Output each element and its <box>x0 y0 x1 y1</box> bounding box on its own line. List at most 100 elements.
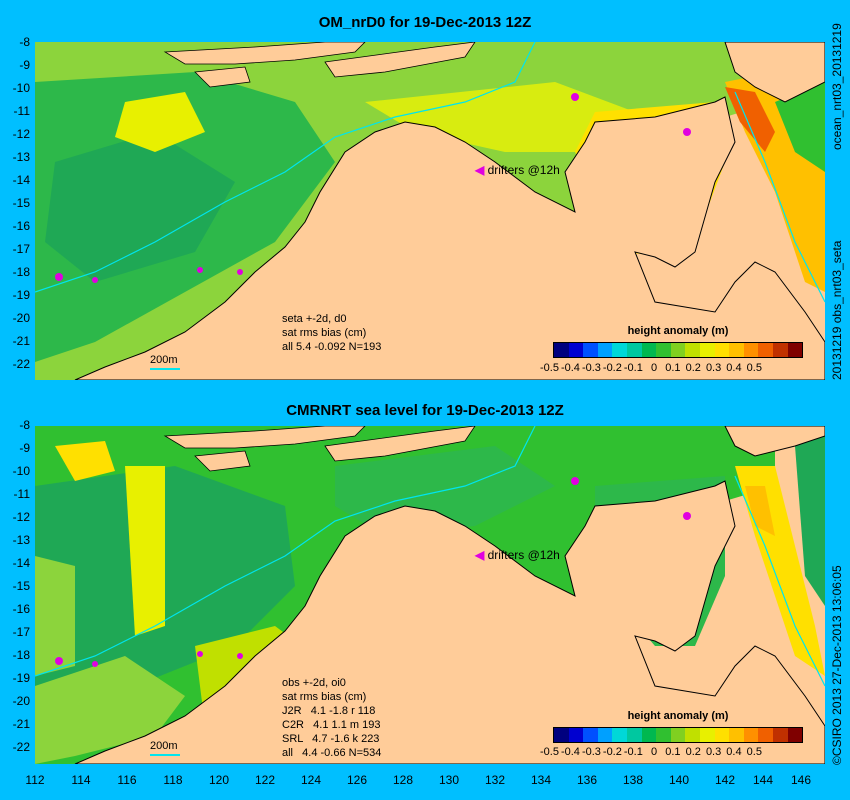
y-tick: -15 <box>12 196 30 210</box>
x-tick: 124 <box>300 773 322 787</box>
y-tick: -20 <box>12 694 30 708</box>
cb-tick: -0.4 <box>560 362 580 374</box>
cb-tick: 0.4 <box>726 746 742 758</box>
cb-tick: -0.2 <box>602 746 622 758</box>
colorbar-segment <box>641 728 657 742</box>
colorbar-segment <box>772 728 788 742</box>
cb-tick: -0.5 <box>540 746 559 758</box>
y-tick: -15 <box>12 579 30 593</box>
colorbar-segment <box>758 728 773 742</box>
cb-tick: 0.2 <box>685 362 701 374</box>
x-tick: 118 <box>163 773 183 787</box>
cb-tick: 0.4 <box>726 362 742 374</box>
note-line: sat rms bias (cm) <box>282 691 367 703</box>
cb-tick: -0.1 <box>623 362 643 374</box>
cb-tick: 0.5 <box>746 746 762 758</box>
cb-tick: -0.5 <box>540 362 559 374</box>
colorbar-segment <box>641 343 657 357</box>
colorbar-segment <box>685 728 700 742</box>
x-tick: 140 <box>668 773 690 787</box>
y-tick: -19 <box>12 288 30 302</box>
y-tick: -18 <box>12 648 30 662</box>
y-tick: -10 <box>12 464 30 478</box>
colorbar-segment <box>656 343 671 357</box>
cb-tick: -0.4 <box>560 746 580 758</box>
y-tick: -11 <box>13 487 30 501</box>
cb-tick: 0.3 <box>705 362 722 374</box>
x-tick: 136 <box>576 773 598 787</box>
note-line: obs +-2d, oi0 <box>282 677 346 689</box>
cb-tick: 0 <box>650 362 658 374</box>
colorbar-segment <box>758 343 773 357</box>
cb-tick: -0.3 <box>581 362 601 374</box>
colorbar-segment <box>597 343 613 357</box>
panel2-map <box>35 426 825 764</box>
colorbar-segment <box>772 343 788 357</box>
y-tick: -18 <box>12 265 30 279</box>
y-tick: -12 <box>12 510 30 524</box>
y-tick: -8 <box>19 35 30 49</box>
panel2-scale-bar <box>150 754 180 756</box>
y-tick: -19 <box>12 671 30 685</box>
colorbar-segment <box>699 728 715 742</box>
panel2-stats-note: obs +-2d, oi0 sat rms bias (cm) J2R 4.1 … <box>282 676 381 760</box>
x-tick: 134 <box>530 773 552 787</box>
colorbar-segment <box>670 728 686 742</box>
y-tick: -14 <box>12 173 30 187</box>
x-tick: 120 <box>208 773 230 787</box>
x-tick: 138 <box>622 773 644 787</box>
colorbar-segment <box>729 343 744 357</box>
cb-tick: 0.3 <box>705 746 722 758</box>
panel1-colorbar-ticks: -0.5 -0.4 -0.3 -0.2 -0.1 0 0.1 0.2 0.3 0.4 0… <box>540 362 764 374</box>
y-tick: -12 <box>12 127 30 141</box>
note-line: sat rms bias (cm) <box>282 327 367 339</box>
x-tick: 116 <box>117 773 137 787</box>
y-tick: -10 <box>12 81 30 95</box>
panel1-drifters-label: ◀ drifters @12h <box>475 163 560 177</box>
colorbar-segment <box>554 728 569 742</box>
x-tick: 114 <box>71 773 91 787</box>
y-tick: -22 <box>12 357 30 371</box>
drifters-label-text: drifters @12h <box>487 163 560 177</box>
note-line: all 5.4 -0.092 N=193 <box>282 341 382 353</box>
colorbar-segment <box>568 728 584 742</box>
x-tick: 130 <box>438 773 460 787</box>
colorbar-segment <box>787 343 803 357</box>
panel2-side-label: ©CSIRO 2013 27-Dec-2013 13:06:05 <box>830 565 844 765</box>
note-line: J2R 4.1 -1.8 r 118 <box>282 705 376 717</box>
panel1-side-label-top: ocean_nrt03_20131219 <box>830 23 844 150</box>
panel1-colorbar-title: height anomaly (m) <box>627 325 729 337</box>
panel1-title: OM_nrD0 for 19-Dec-2013 12Z <box>318 14 532 31</box>
colorbar-segment <box>670 343 686 357</box>
y-tick: -17 <box>12 242 30 256</box>
panel1-stats-note: seta +-2d, d0 sat rms bias (cm) all 5.4 … <box>282 312 381 354</box>
colorbar-segment <box>714 343 730 357</box>
panel2-colorbar-ticks: -0.5 -0.4 -0.3 -0.2 -0.1 0 0.1 0.2 0.3 0.4 0… <box>540 746 764 758</box>
cb-tick: 0.2 <box>685 746 701 758</box>
note-line: C2R 4.1 1.1 m 193 <box>282 719 381 731</box>
colorbar-segment <box>656 728 671 742</box>
y-tick: -13 <box>12 533 30 547</box>
x-tick: 126 <box>346 773 368 787</box>
y-tick: -11 <box>13 104 30 118</box>
x-tick: 122 <box>254 773 276 787</box>
note-line: SRL 4.7 -1.6 k 223 <box>282 733 380 745</box>
y-tick: -22 <box>12 740 30 754</box>
cb-tick: -0.1 <box>623 746 643 758</box>
cb-tick: 0.5 <box>746 362 762 374</box>
colorbar-segment <box>743 343 759 357</box>
panel1-map-svg <box>35 42 825 380</box>
note-line: all 4.4 -0.66 N=534 <box>282 747 382 759</box>
colorbar-segment <box>568 343 584 357</box>
colorbar-segment <box>685 343 700 357</box>
y-tick: -21 <box>12 717 30 731</box>
panel1-scale-bar <box>150 368 180 370</box>
colorbar-segment <box>699 343 715 357</box>
y-tick: -21 <box>12 334 30 348</box>
x-tick: 128 <box>392 773 414 787</box>
cb-tick: 0.1 <box>665 746 681 758</box>
y-tick: -9 <box>19 58 30 72</box>
panel2-colorbar <box>553 727 803 743</box>
y-tick: -9 <box>19 441 30 455</box>
colorbar-segment <box>626 343 642 357</box>
